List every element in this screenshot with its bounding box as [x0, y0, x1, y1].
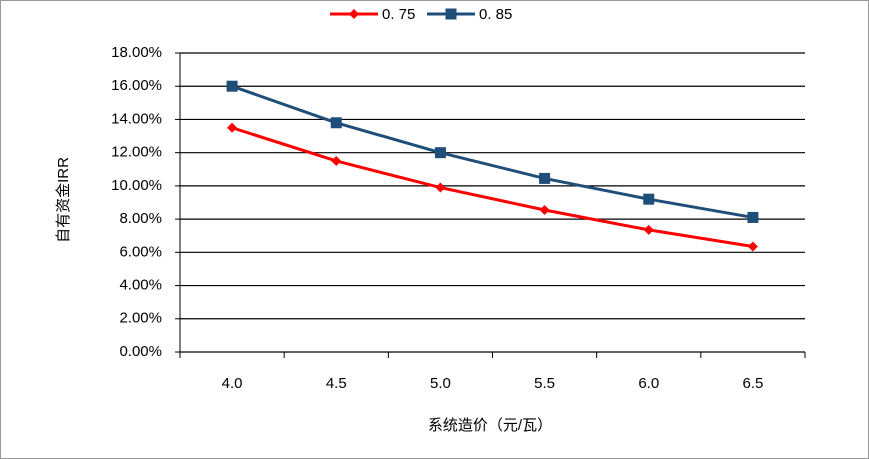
x-tick-label: 4.0 — [222, 375, 243, 392]
series-line — [231, 126, 754, 249]
x-tick-label: 4.5 — [326, 375, 347, 392]
y-tick-label: 14.00% — [111, 110, 162, 127]
data-point — [747, 241, 758, 252]
data-point — [539, 172, 551, 184]
data-point — [747, 211, 759, 223]
data-point — [331, 155, 342, 166]
legend-label: 0. 85 — [479, 6, 512, 23]
y-tick-label: 2.00% — [119, 310, 162, 327]
x-tick-label: 6.5 — [742, 375, 763, 392]
data-point — [643, 224, 654, 235]
y-tick-label: 16.00% — [111, 77, 162, 94]
x-tick-label: 5.0 — [430, 375, 451, 392]
data-point — [227, 122, 238, 133]
data-point — [539, 204, 550, 215]
data-point — [330, 117, 342, 129]
y-tick-label: 4.00% — [119, 277, 162, 294]
y-tick-label: 12.00% — [111, 144, 162, 161]
series-line — [231, 84, 754, 219]
data-point — [434, 147, 446, 159]
y-tick-label: 10.00% — [111, 177, 162, 194]
y-tick-label: 18.00% — [111, 44, 162, 61]
legend-marker — [349, 9, 359, 19]
y-axis-label: 自有资金IRR — [55, 157, 72, 243]
x-tick-label: 5.5 — [534, 375, 555, 392]
y-tick-label: 6.00% — [119, 243, 162, 260]
data-point — [643, 193, 655, 205]
x-axis-label: 系统造价（元/瓦） — [428, 417, 552, 434]
y-tick-label: 8.00% — [119, 210, 162, 227]
data-point — [226, 80, 238, 92]
x-tick-label: 6.0 — [638, 375, 659, 392]
legend-marker — [445, 8, 457, 20]
data-point — [435, 182, 446, 193]
legend-label: 0. 75 — [382, 6, 415, 23]
y-tick-label: 0.00% — [119, 343, 162, 360]
